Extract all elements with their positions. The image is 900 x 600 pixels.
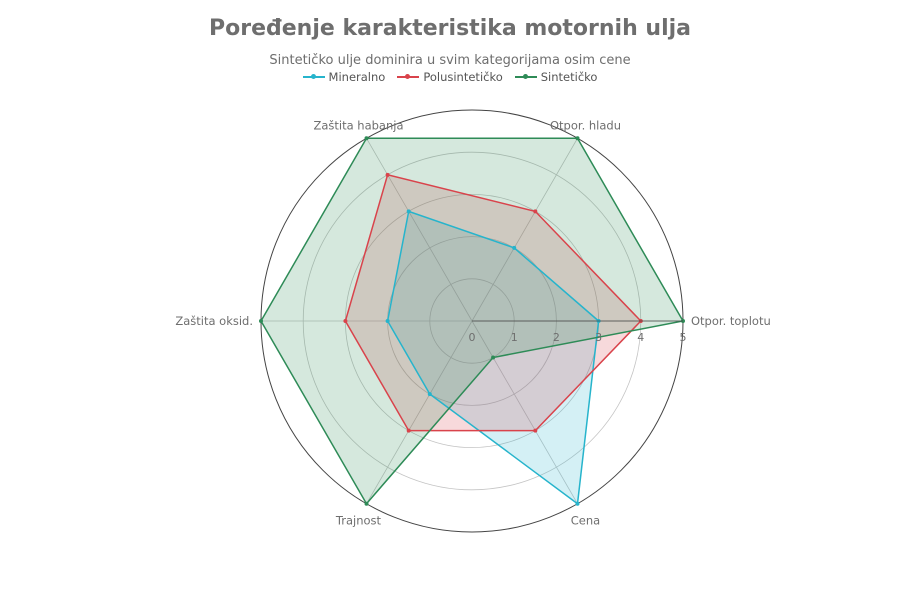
- radial-tick-label-0: 0: [469, 331, 476, 344]
- series-1-point-4: [406, 428, 411, 433]
- radial-tick-label-4: 4: [637, 331, 644, 344]
- series-area-1: [345, 174, 641, 431]
- series-1-point-3: [343, 319, 348, 323]
- series-2-point-4: [364, 501, 369, 506]
- legend: Mineralno Polusintetičko Sintetičko: [0, 70, 900, 84]
- series-0-point-1: [512, 245, 517, 250]
- radial-tick-label-5: 5: [680, 331, 687, 344]
- grid-spoke-5: [471, 320, 578, 504]
- series-2-point-5: [491, 355, 496, 360]
- radial-tick-label-1: 1: [511, 331, 518, 344]
- axis-label-5: Cena: [571, 514, 600, 528]
- axis-label-0: Otpor. toplotu: [691, 314, 771, 328]
- grid-spoke-1: [471, 138, 578, 322]
- legend-item-sinteticko[interactable]: Sintetičko: [514, 70, 598, 84]
- series-2-point-3: [259, 319, 263, 323]
- grid-spoke-2: [366, 138, 473, 322]
- series-1-point-1: [533, 209, 538, 214]
- series-1-point-5: [533, 428, 538, 433]
- axis-label-3: Zaštita oksid.: [175, 314, 253, 328]
- legend-item-mineralno[interactable]: Mineralno: [302, 70, 386, 84]
- series-1-point-2: [385, 172, 390, 177]
- series-0-point-4: [427, 392, 432, 397]
- series-0-point-5: [575, 501, 580, 506]
- series-0-point-2: [406, 209, 411, 214]
- legend-label-mineralno: Mineralno: [328, 70, 386, 84]
- radial-tick-label-2: 2: [553, 331, 560, 344]
- axis-label-1: Otpor. hladu: [550, 118, 621, 132]
- chart-subtitle: Sintetičko ulje dominira u svim kategori…: [269, 53, 631, 68]
- legend-label-sinteticko: Sintetičko: [540, 70, 598, 84]
- legend-swatch-polusinteticko: [397, 72, 420, 82]
- legend-item-polusinteticko[interactable]: Polusintetičko: [397, 70, 503, 84]
- chart-title: Poređenje karakteristika motornih ulja: [208, 16, 691, 41]
- series-2-point-2: [364, 136, 369, 141]
- legend-swatch-sinteticko: [514, 72, 537, 82]
- legend-label-polusinteticko: Polusintetičko: [423, 70, 503, 84]
- series-0-point-3: [385, 319, 390, 323]
- radial-tick-label-3: 3: [595, 331, 602, 344]
- axis-label-4: Trajnost: [335, 514, 382, 528]
- series-2-point-1: [575, 136, 580, 141]
- grid-spoke-4: [366, 320, 473, 504]
- axis-label-2: Zaštita habanja: [313, 118, 403, 132]
- legend-swatch-mineralno: [302, 72, 325, 82]
